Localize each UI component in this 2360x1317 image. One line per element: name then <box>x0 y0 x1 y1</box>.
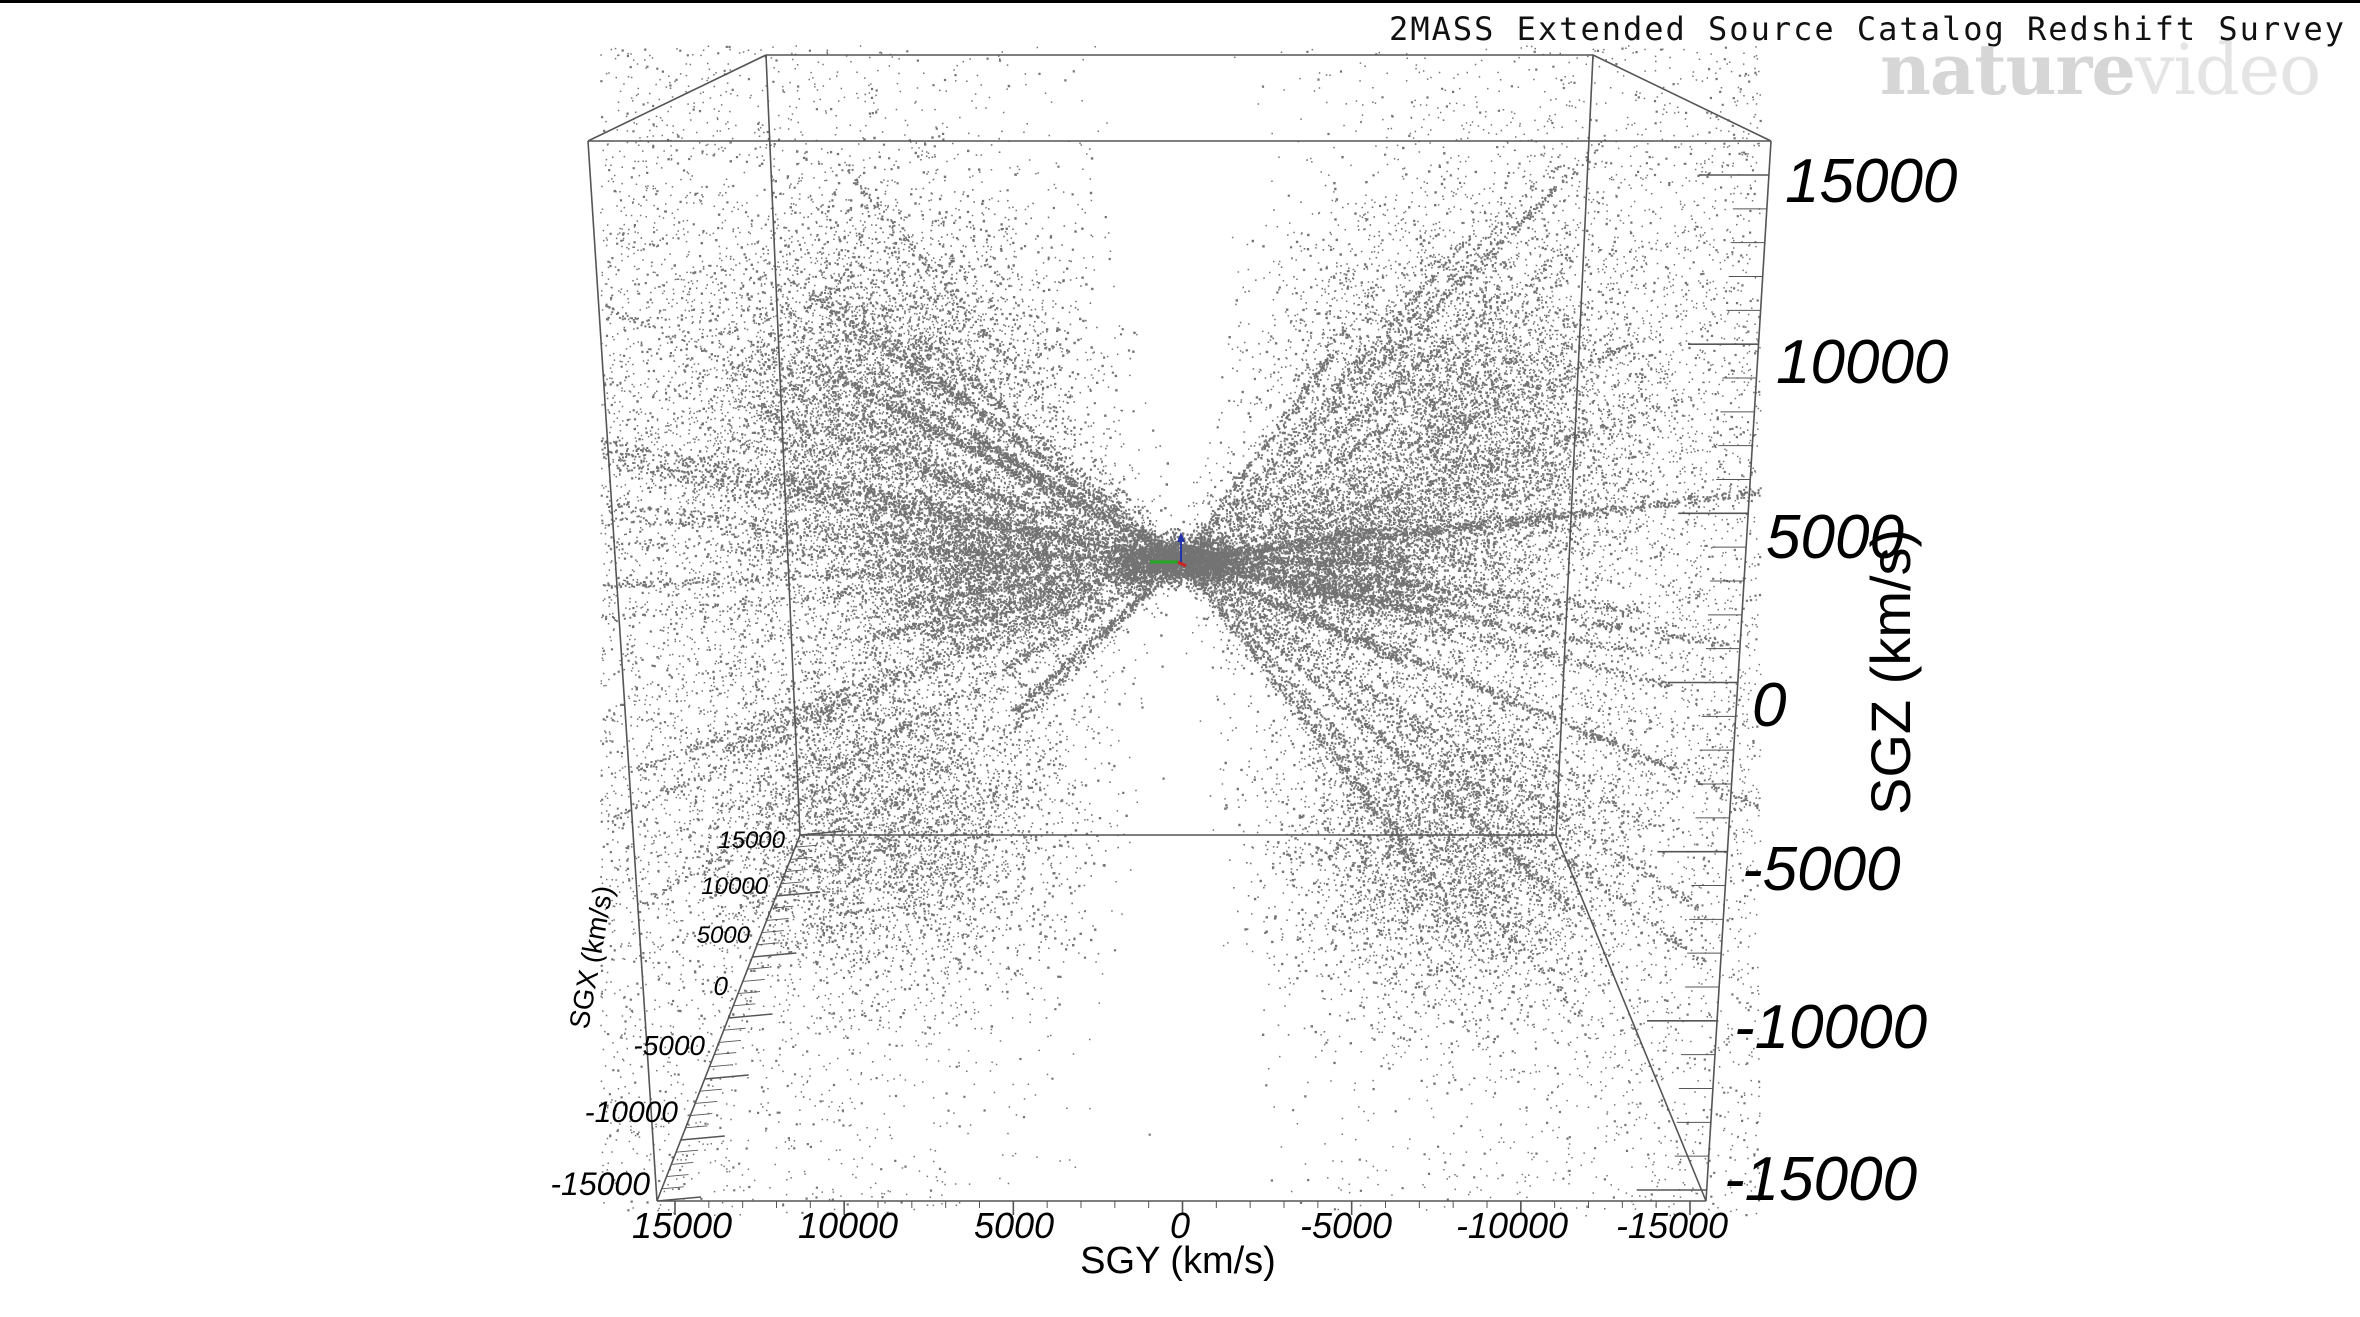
sgz-tick-labels: 15000 10000 5000 0 -5000 -10000 -15000 <box>1724 147 1957 1214</box>
sgx-tick-mark <box>714 1052 737 1056</box>
sgx-tick-mark <box>699 1088 722 1092</box>
watermark-nature: nature <box>1880 28 2136 111</box>
sgy-axis-title: SGY (km/s) <box>1080 1240 1276 1282</box>
sgx-tick-mark <box>737 991 761 995</box>
sgy-tick-label: -15000 <box>1616 1205 1728 1246</box>
box-edge <box>1705 140 1772 1202</box>
sgx-tick-labels: 15000 10000 5000 0 -5000 -10000 -15000 <box>550 827 785 1202</box>
sgx-tick-mark <box>695 1100 718 1104</box>
sgy-tick-label: -10000 <box>1456 1205 1568 1246</box>
sgx-tick-label: 10000 <box>701 873 768 900</box>
sgx-tick-mark <box>676 1149 699 1153</box>
sgx-tick-mark <box>799 830 845 836</box>
nature-video-watermark: naturevideo <box>1880 28 2321 111</box>
sgx-tick-mark <box>757 942 780 946</box>
sgx-tick-mark <box>728 1013 773 1019</box>
sgx-tick-mark <box>752 952 797 958</box>
sgy-tick-label: 15000 <box>632 1205 732 1246</box>
sgx-tick-label: 5000 <box>697 922 751 949</box>
sgy-tick-labels: 15000 10000 5000 0 -5000 -10000 -15000 <box>632 1205 1728 1246</box>
galaxy-point-cloud <box>600 45 1762 1217</box>
sgx-tick-mark <box>685 1125 708 1129</box>
sgx-tick-mark <box>776 891 821 897</box>
sgx-tick-mark <box>661 1186 684 1190</box>
box-edge <box>1555 54 1594 836</box>
sgx-tick-mark <box>747 966 770 970</box>
galaxy-points <box>600 45 1762 1217</box>
axis-ticks <box>656 174 1769 1215</box>
sgy-tick-label: 0 <box>1170 1205 1190 1246</box>
observer-blue-arrow <box>1177 532 1185 542</box>
sgx-tick-label: 0 <box>714 971 729 1001</box>
sgx-tick-mark <box>723 1027 746 1031</box>
sgx-tick-label: -10000 <box>585 1096 679 1129</box>
box-edge <box>587 54 767 142</box>
sgy-tick-label: -5000 <box>1300 1205 1392 1246</box>
sgx-tick-mark <box>761 930 784 934</box>
sgz-tick-label: 0 <box>1752 671 1786 740</box>
observer-red-axis <box>1177 560 1187 568</box>
box-edge <box>587 140 658 1202</box>
sgx-tick-label: -5000 <box>633 1030 705 1061</box>
sgy-tick-label: 10000 <box>798 1205 898 1246</box>
sgx-tick-mark <box>766 917 789 921</box>
sgx-tick-mark <box>656 1196 702 1202</box>
box-edge <box>765 54 801 836</box>
sgx-tick-mark <box>680 1135 725 1141</box>
sgx-tick-mark <box>733 1003 756 1007</box>
sgy-tick-label: 5000 <box>974 1205 1054 1246</box>
sgx-tick-mark <box>690 1113 713 1117</box>
box-edge <box>1555 834 1707 1202</box>
observer-marker <box>1150 532 1187 568</box>
survey-title: 2MASS Extended Source Catalog Redshift S… <box>1389 10 2346 48</box>
sgx-tick-mark <box>709 1064 732 1068</box>
sgx-tick-label: -15000 <box>550 1166 650 1202</box>
sgx-tick-mark <box>790 856 813 860</box>
sgx-tick-mark <box>795 844 818 848</box>
top-border <box>0 0 2360 3</box>
sgx-tick-mark <box>666 1174 689 1178</box>
sgx-tick-mark <box>780 881 803 885</box>
sgx-tick-mark <box>704 1074 749 1080</box>
sgz-tick-label: 5000 <box>1766 503 1904 572</box>
sgz-axis-title: SGZ (km/s) <box>1859 529 1922 815</box>
box-edge <box>1592 54 1772 142</box>
sgx-tick-mark <box>742 978 765 982</box>
sgz-tick-label: -10000 <box>1734 993 1927 1062</box>
sgz-tick-label: 15000 <box>1785 147 1957 216</box>
sgx-tick-label: 15000 <box>718 827 785 854</box>
sgx-tick-mark <box>718 1039 742 1043</box>
sgx-tick-mark <box>771 905 794 909</box>
sgz-tick-label: 10000 <box>1776 328 1948 397</box>
sgz-tick-label: -15000 <box>1724 1145 1917 1214</box>
watermark-video: video <box>2134 29 2321 111</box>
sgz-tick-label: -5000 <box>1742 835 1901 904</box>
sgx-tick-mark <box>671 1161 694 1165</box>
sgx-tick-mark <box>785 869 808 873</box>
sgx-axis-title: SGX (km/s) <box>563 883 619 1031</box>
bounding-box <box>587 54 1772 1202</box>
